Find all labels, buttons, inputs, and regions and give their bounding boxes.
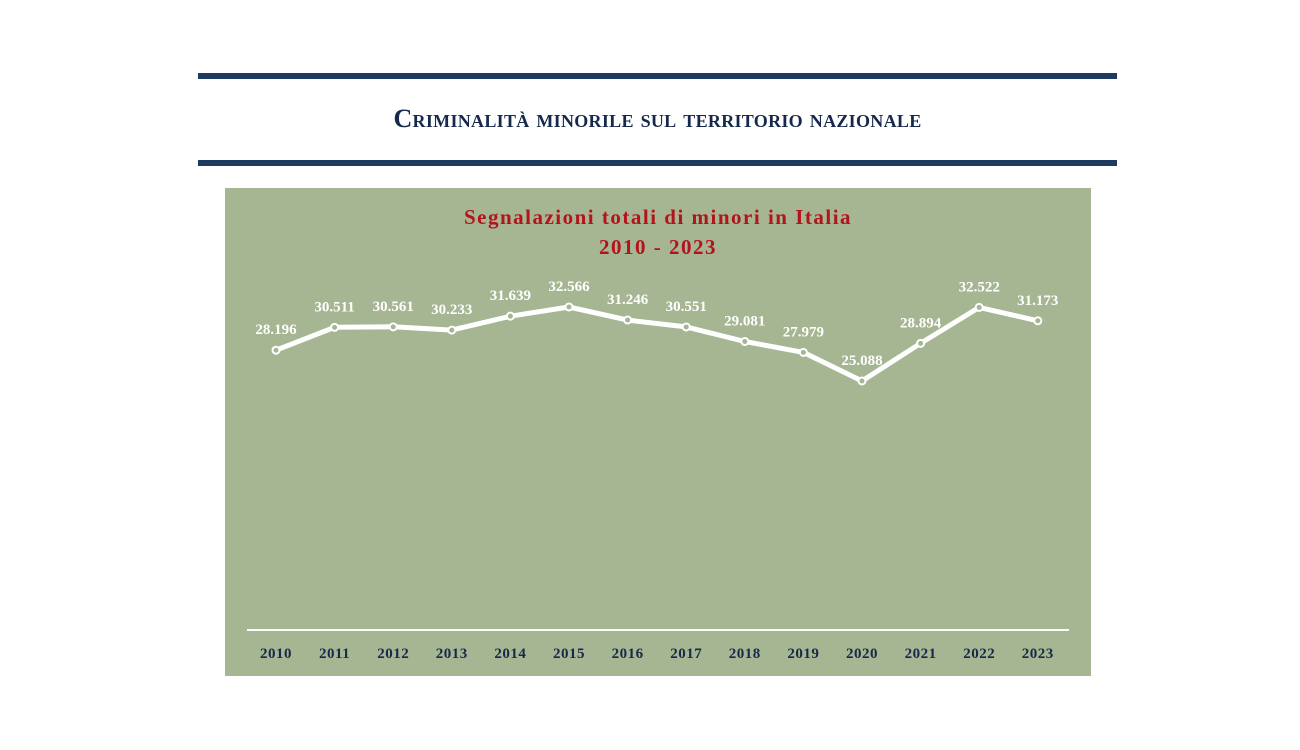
value-label-2020: 25.088	[841, 353, 882, 369]
data-point-2021	[916, 338, 926, 348]
value-label-2018: 29.081	[724, 313, 765, 329]
value-label-2012: 30.561	[373, 299, 414, 315]
x-tick-label-2011: 2011	[319, 646, 350, 662]
value-label-2016: 31.246	[607, 292, 649, 308]
value-label-2021: 28.894	[900, 315, 942, 331]
value-label-2023: 31.173	[1017, 293, 1058, 309]
x-tick-label-2023: 2023	[1022, 646, 1054, 662]
value-label-2011: 30.511	[314, 299, 354, 315]
x-tick-label-2012: 2012	[377, 646, 409, 662]
value-label-2022: 32.522	[959, 279, 1000, 295]
data-point-2013	[447, 325, 457, 335]
data-point-2012	[388, 322, 398, 332]
x-tick-label-2019: 2019	[787, 646, 819, 662]
series-line	[273, 304, 1041, 384]
line-chart: 28.196 30.511 30.561 30.233 31.639 32.566 31.2…	[247, 279, 1069, 662]
data-point-2019	[798, 347, 808, 357]
value-label-2010: 28.196	[255, 322, 297, 338]
x-tick-label-2020: 2020	[846, 646, 878, 662]
value-label-2017: 30.551	[666, 299, 707, 315]
data-point-2018	[740, 336, 750, 346]
x-tick-label-2018: 2018	[729, 646, 761, 662]
chart-subtitle: 2010 - 2023	[599, 235, 717, 259]
x-tick-label-2016: 2016	[612, 646, 644, 662]
top-rule	[198, 73, 1117, 79]
data-point-2010	[271, 345, 281, 355]
x-tick-label-2013: 2013	[436, 646, 468, 662]
data-point-2014	[505, 311, 515, 321]
chart-panel: Segnalazioni totali di minori in Italia …	[225, 188, 1091, 676]
data-point-2023	[1033, 316, 1043, 326]
bottom-rule	[198, 160, 1117, 166]
x-tick-label-2021: 2021	[905, 646, 937, 662]
data-point-2015	[564, 302, 574, 312]
chart-title: Segnalazioni totali di minori in Italia	[463, 205, 853, 229]
x-tick-label-2015: 2015	[553, 646, 585, 662]
data-point-2020	[857, 376, 867, 386]
data-point-2017	[681, 322, 691, 332]
page-title: Criminalità minorile sul territorio nazi…	[393, 104, 922, 133]
value-label-2013: 30.233	[431, 302, 472, 318]
value-label-2014: 31.639	[490, 288, 531, 304]
x-tick-label-2010: 2010	[260, 646, 292, 662]
data-point-2011	[330, 322, 340, 332]
x-tick-label-2022: 2022	[963, 646, 995, 662]
x-tick-label-2014: 2014	[494, 646, 526, 662]
x-tick-label-2017: 2017	[670, 646, 702, 662]
data-point-2016	[623, 315, 633, 325]
value-label-2019: 27.979	[783, 324, 824, 340]
data-point-2022	[974, 302, 984, 312]
value-label-2015: 32.566	[548, 279, 590, 295]
